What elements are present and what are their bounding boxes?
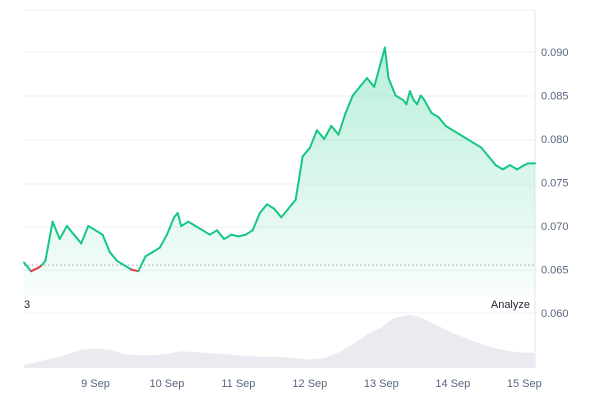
x-tick-14-Sep: 14 Sep: [435, 378, 470, 390]
price-segment-40: [287, 198, 297, 210]
price-segment-65: [437, 116, 447, 127]
y-tick-0.070: 0.070: [541, 221, 569, 233]
price-segment-27: [201, 229, 211, 236]
price-segment-69: [466, 138, 476, 145]
price-segment-31: [223, 233, 233, 240]
price-segment-47: [337, 111, 347, 136]
price-segment-20: [158, 233, 168, 249]
x-tick-15-Sep: 15 Sep: [507, 378, 542, 390]
price-segment-66: [444, 124, 454, 132]
x-tick-11-Sep: 11 Sep: [221, 378, 255, 390]
price-segment-43: [308, 129, 318, 149]
analyze-button[interactable]: Analyze: [491, 299, 530, 311]
price-segment-1: [30, 266, 40, 273]
price-line: [23, 46, 536, 273]
price-segment-23: [176, 212, 183, 227]
price-segment-74: [501, 164, 511, 171]
price-segment-49: [351, 85, 361, 97]
price-area: [24, 47, 535, 295]
price-segment-10: [87, 225, 97, 232]
price-segment-38: [273, 207, 283, 219]
x-tick-9-Sep: 9 Sep: [81, 378, 110, 390]
price-segment-24: [180, 220, 190, 227]
price-segment-36: [258, 203, 268, 214]
price-area-fill: [24, 47, 535, 295]
price-segment-56: [394, 94, 404, 101]
price-segment-76: [516, 164, 526, 171]
price-segment-54: [383, 46, 390, 80]
price-segment-9: [80, 225, 90, 245]
price-segment-6: [58, 225, 68, 240]
price-segment-11: [94, 229, 104, 236]
y-tick-0.065: 0.065: [541, 265, 569, 277]
price-segment-50: [358, 77, 368, 88]
y-axis-ticks: 0.090 0.085 0.080 0.075 0.070 0.065 0.060: [541, 47, 569, 320]
price-segment-75: [509, 164, 519, 171]
price-segment-61: [416, 94, 422, 106]
price-segment-32: [230, 233, 240, 238]
price-segment-46: [330, 124, 340, 136]
price-segment-0: [23, 261, 33, 273]
price-segment-18: [144, 251, 154, 258]
price-segment-7: [65, 225, 75, 236]
x-tick-10-Sep: 10 Sep: [149, 378, 184, 390]
price-segment-59: [408, 90, 415, 101]
price-segment-15: [123, 264, 133, 271]
y-tick-0.090: 0.090: [541, 47, 569, 59]
x-tick-13-Sep: 13 Sep: [364, 378, 399, 390]
left-label: 3: [24, 299, 30, 311]
price-segment-67: [451, 129, 461, 136]
price-segment-5: [51, 220, 61, 240]
price-segment-45: [323, 124, 333, 140]
price-segment-42: [301, 146, 311, 158]
y-tick-0.060: 0.060: [541, 308, 569, 320]
y-tick-0.075: 0.075: [541, 178, 569, 190]
price-segment-19: [151, 246, 161, 254]
price-segment-8: [73, 233, 83, 245]
price-segment-51: [366, 77, 376, 88]
price-segment-73: [494, 164, 504, 171]
price-segment-39: [280, 207, 290, 219]
price-segment-41: [294, 155, 304, 201]
price-segment-44: [316, 129, 326, 140]
price-segment-35: [251, 212, 261, 232]
price-segment-72: [487, 155, 497, 167]
price-segment-4: [44, 220, 54, 262]
price-segment-58: [405, 90, 411, 106]
price-segment-17: [137, 255, 147, 273]
volume-shape: [24, 314, 535, 368]
price-segment-14: [115, 259, 126, 267]
price-segment-12: [101, 233, 111, 254]
volume-area: [24, 314, 535, 368]
price-segment-34: [244, 229, 254, 236]
x-axis-ticks: 9 Sep 10 Sep 11 Sep 12 Sep 13 Sep 14 Sep 15 Se…: [81, 378, 542, 390]
price-segment-25: [187, 220, 197, 227]
price-segment-13: [108, 251, 118, 262]
price-segment-28: [208, 229, 218, 236]
y-tick-0.080: 0.080: [541, 134, 569, 146]
x-tick-12-Sep: 12 Sep: [292, 378, 327, 390]
price-segment-48: [344, 94, 354, 114]
price-segment-52: [373, 59, 383, 88]
y-tick-0.085: 0.085: [541, 91, 569, 103]
price-segment-55: [387, 77, 397, 97]
price-segment-68: [459, 133, 469, 140]
price-segment-64: [430, 111, 440, 119]
price-segment-26: [194, 225, 204, 232]
price-segment-21: [165, 216, 176, 236]
price-segment-16: [130, 268, 140, 273]
price-segment-63: [423, 98, 433, 114]
price-segment-70: [473, 142, 483, 149]
price-segment-37: [266, 203, 276, 210]
price-segment-33: [237, 233, 247, 238]
price-segment-71: [480, 146, 490, 158]
